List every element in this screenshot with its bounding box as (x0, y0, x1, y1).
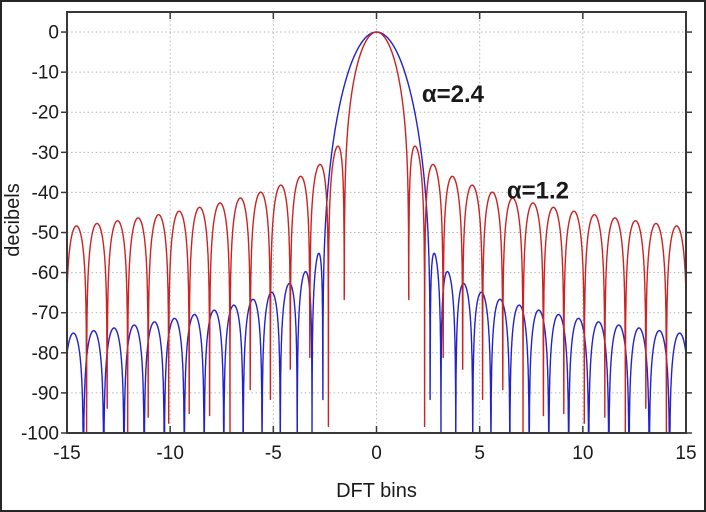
x-tick-label: -15 (53, 443, 80, 464)
curve-label-alpha-1.2: α=1.2 (507, 177, 569, 204)
y-tick-label: -50 (32, 223, 59, 244)
x-tick-label: -10 (156, 443, 183, 464)
y-tick-label: -20 (32, 103, 59, 124)
plot-border (66, 11, 687, 434)
curve-alpha-1.2 (67, 31, 686, 433)
curve-label-alpha-2.4: α=2.4 (422, 81, 485, 108)
y-axis-label: decibels (2, 183, 24, 256)
x-tick-label: 5 (474, 443, 485, 464)
y-tick-label: -60 (32, 263, 59, 284)
y-tick-label: -70 (32, 303, 59, 324)
y-tick-label: -90 (32, 383, 59, 404)
x-tick-label: 15 (675, 443, 696, 464)
tick-labels-layer: -15 -10 -5 0 5 10 150-10-20-30-40-50-60-70-80-… (21, 23, 697, 464)
y-tick-label: -40 (32, 183, 59, 204)
x-tick-label: 0 (371, 443, 382, 464)
y-tick-label: -30 (32, 143, 59, 164)
y-tick-label: 0 (48, 23, 59, 44)
y-tick-label: -10 (32, 63, 59, 84)
y-tick-label: -100 (21, 424, 59, 445)
y-tick-label: -80 (32, 343, 59, 364)
curves-layer (67, 31, 686, 433)
x-axis-label: DFT bins (336, 480, 417, 502)
x-tick-label: 10 (572, 443, 593, 464)
x-tick-label: -5 (265, 443, 282, 464)
